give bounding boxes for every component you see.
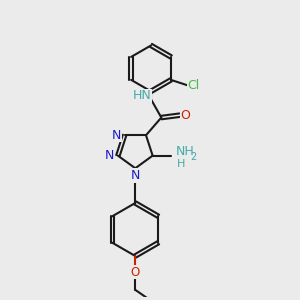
- Text: O: O: [181, 109, 190, 122]
- Text: H: H: [177, 160, 185, 170]
- Text: N: N: [130, 169, 140, 182]
- Text: N: N: [112, 129, 121, 142]
- Text: N: N: [105, 149, 114, 162]
- Text: HN: HN: [133, 89, 152, 102]
- Text: O: O: [131, 266, 140, 279]
- Text: Cl: Cl: [188, 79, 200, 92]
- Text: NH: NH: [176, 145, 195, 158]
- Text: 2: 2: [190, 152, 196, 162]
